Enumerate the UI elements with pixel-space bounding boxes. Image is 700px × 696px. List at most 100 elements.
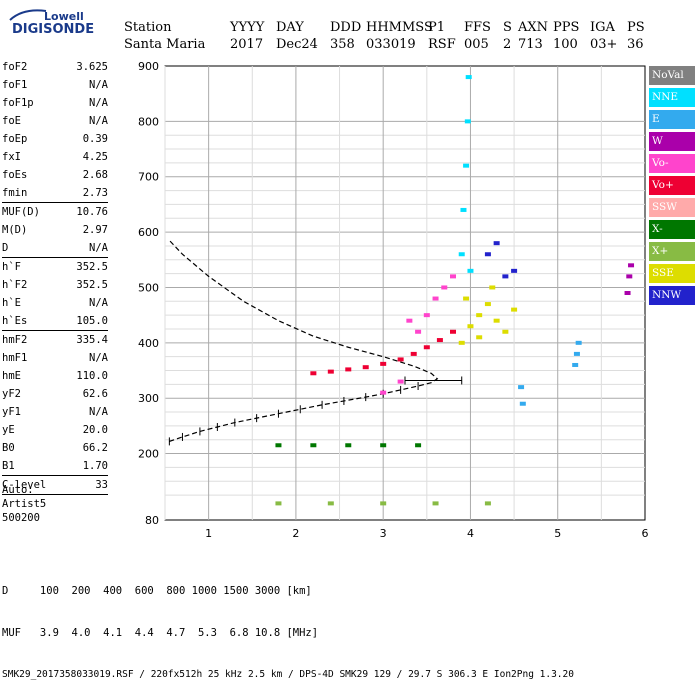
trace-point-vo: [450, 274, 456, 279]
param-row: M(D) 2.97: [2, 221, 108, 239]
param-row: yF2 62.6: [2, 385, 108, 403]
param-name: h`F: [2, 261, 21, 273]
param-row: foF1 N/A: [2, 76, 108, 94]
trace-point-nnw: [484, 252, 491, 257]
param-value: 105.0: [76, 315, 108, 327]
trace-point-e: [572, 362, 579, 367]
footer: D 100 200 400 600 800 1000 1500 3000 [km…: [2, 556, 574, 696]
trace-point-w: [628, 263, 635, 268]
trace-point-nnw: [502, 274, 509, 279]
param-value: N/A: [89, 406, 108, 418]
x-tick-label: 3: [380, 527, 387, 540]
param-row: foF1p N/A: [2, 94, 108, 112]
param-row: foE N/A: [2, 112, 108, 130]
y-tick-label: 800: [138, 115, 159, 128]
legend-item-x: X+: [649, 242, 695, 261]
trace-point-sse: [502, 329, 509, 334]
param-value: 10.76: [76, 206, 108, 218]
legend-item-vo: Vo-: [649, 154, 695, 173]
trace-point-nne: [460, 207, 467, 212]
param-separator: [2, 257, 108, 258]
param-value: 2.97: [82, 224, 108, 236]
legend-item-noval: NoVal: [649, 66, 695, 85]
param-row: MUF(D) 10.76: [2, 203, 108, 221]
y-tick-label: 400: [138, 337, 159, 350]
trace-point-x: [432, 501, 439, 506]
header-label-8: AXN: [518, 20, 549, 35]
auto-label: Auto:: [2, 484, 34, 496]
header-value-5: RSF: [428, 37, 456, 52]
trace-point-x: [310, 443, 317, 448]
param-value: N/A: [89, 242, 108, 254]
y-tick-label: 200: [138, 448, 159, 461]
logo-digisonde: DIGISONDE: [12, 22, 95, 37]
param-row: hmE 110.0: [2, 367, 108, 385]
param-row: B0 66.2: [2, 439, 108, 457]
trace-point-vo: [380, 361, 387, 366]
trace-point-nne: [463, 163, 470, 168]
header-value-3: 358: [330, 37, 355, 52]
param-value: 33: [95, 479, 108, 491]
header-label-6: FFS: [464, 20, 491, 35]
trace-point-sse: [476, 313, 483, 318]
x-tick-label: 5: [554, 527, 561, 540]
header-value-4: 033019: [366, 37, 416, 52]
legend-item-sse: SSE: [649, 264, 695, 283]
param-name: yF2: [2, 388, 21, 400]
param-name: foE: [2, 115, 21, 127]
y-tick-label: 600: [138, 226, 159, 239]
header-label-3: DDD: [330, 20, 362, 35]
param-row: h`Es 105.0: [2, 312, 108, 330]
param-name: yE: [2, 424, 15, 436]
auto-program: Artist5: [2, 498, 47, 510]
trace-point-nnw: [511, 268, 518, 273]
param-row: h`F 352.5: [2, 258, 108, 276]
header-value-2: Dec24: [276, 37, 318, 52]
y-tick-label: 500: [138, 281, 159, 294]
electron-density-profile: [168, 239, 439, 442]
trace-point-vo: [423, 313, 430, 318]
trace-point-w: [626, 274, 633, 279]
param-name: h`F2: [2, 279, 28, 291]
param-value: 20.0: [82, 424, 108, 436]
trace-point-e: [573, 351, 580, 356]
param-value: 352.5: [76, 279, 108, 291]
param-name: hmF1: [2, 352, 28, 364]
param-row: hmF2 335.4: [2, 331, 108, 349]
param-name: B1: [2, 460, 15, 472]
legend-item-ssw: SSW: [649, 198, 695, 217]
header-label-5: P1: [428, 20, 446, 35]
legend-item-x: X-: [649, 220, 695, 239]
trace-point-nnw: [493, 241, 500, 246]
auto-version: 500200: [2, 512, 40, 524]
param-row: hmF1 N/A: [2, 349, 108, 367]
param-row: fmin 2.73: [2, 184, 108, 202]
param-name: D: [2, 242, 9, 254]
legend-item-e: E: [649, 110, 695, 129]
trace-point-vo: [415, 329, 422, 334]
trace-point-vo: [345, 367, 352, 372]
logo-lowell: Lowell: [44, 10, 84, 23]
param-separator: [2, 202, 108, 203]
trace-point-nne: [467, 268, 474, 273]
trace-point-nne: [458, 252, 465, 257]
header-label-4: HHMMSS: [366, 20, 433, 35]
header-label-0: Station: [124, 20, 172, 35]
trace-point-x: [275, 443, 282, 448]
trace-point-vo: [450, 329, 456, 334]
param-name: foF2: [2, 61, 28, 73]
param-value: 2.73: [82, 187, 108, 199]
y-tick-label: 900: [138, 60, 159, 73]
trace-point-vo: [327, 369, 334, 374]
trace-point-sse: [511, 307, 518, 312]
header-value-6: 005: [464, 37, 489, 52]
trace-point-x: [380, 501, 387, 506]
param-value: 352.5: [76, 261, 108, 273]
param-value: 1.70: [82, 460, 108, 472]
trace-point-e: [518, 385, 525, 390]
trace-point-vo: [436, 338, 443, 343]
legend-item-nne: NNE: [649, 88, 695, 107]
param-value: N/A: [89, 297, 108, 309]
trace-point-vo: [410, 351, 417, 356]
param-name: B0: [2, 442, 15, 454]
